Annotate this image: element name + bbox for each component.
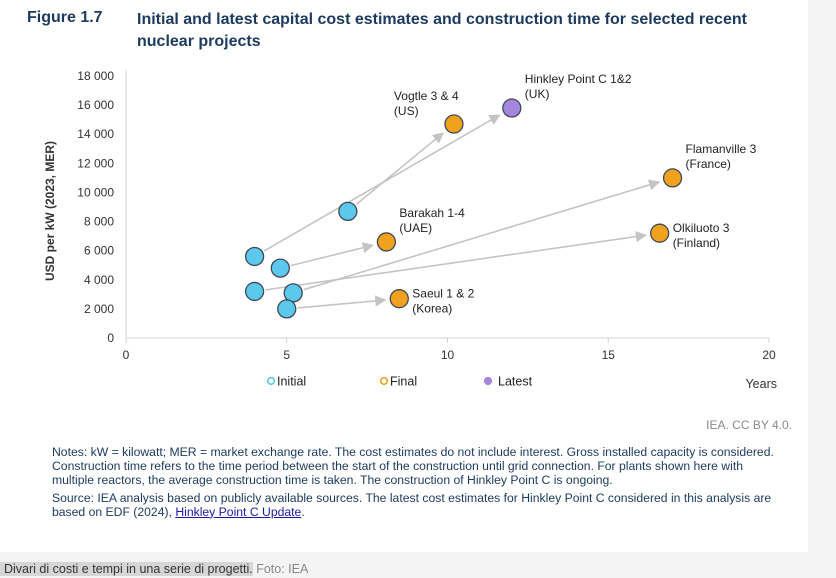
legend-marker-final (379, 376, 389, 386)
y-tick-label: 4 000 (84, 273, 114, 287)
initial-point (338, 201, 358, 222)
scatter-chart: 0 2 000 4 000 6 000 8 000 10 000 12 000 14 000 1… (43, 69, 777, 391)
caption-credit: Foto: IEA (256, 562, 309, 576)
point-label-line: Olkiluoto 3 (673, 221, 730, 235)
arrow-4 (265, 231, 647, 291)
legend-label: Final (390, 375, 417, 389)
initial-point (244, 246, 265, 267)
figure-number: Figure 1.7 (27, 9, 103, 26)
final-point (444, 114, 464, 134)
x-tick-label: 5 (283, 348, 290, 362)
arrow-1 (263, 114, 501, 252)
legend-marker-latest (483, 376, 493, 386)
figure-card: Figure 1.7 Initial and latest capital co… (0, 0, 808, 552)
point-label: Hinkley Point C 1&2 (UK) (525, 72, 632, 101)
point-label-line: Saeul 1 & 2 (412, 287, 474, 301)
caption-text: Divari di costi e tempi in una serie di … (0, 562, 253, 576)
x-tick-label: 15 (602, 348, 616, 362)
initial-point (244, 281, 265, 302)
legend-label: Latest (498, 375, 533, 389)
initial-point (283, 283, 303, 303)
figure-credit: IEA. CC BY 4.0. (706, 418, 792, 432)
point-label: Flamanville 3 (France) (686, 142, 757, 171)
point-label-line: (US) (394, 104, 419, 118)
x-tick-label: 0 (123, 348, 130, 362)
x-tick-label: 20 (762, 348, 776, 362)
initial-point (277, 299, 297, 319)
notes-text: Notes: kW = kilowatt; MER = market excha… (52, 445, 774, 488)
source-end: . (301, 504, 305, 519)
point-label: Saeul 1 & 2 (Korea) (412, 287, 474, 316)
arrow-2 (303, 179, 661, 291)
y-tick-label: 8 000 (84, 215, 114, 229)
point-label-line: Vogtle 3 & 4 (394, 89, 459, 103)
final-point (662, 168, 683, 188)
legend-marker-initial (266, 376, 276, 386)
source-text: Source: IEA analysis based on publicly a… (52, 491, 774, 519)
point-label: Olkiluoto 3 (Finland) (673, 221, 730, 250)
x-axis-title: Years (745, 377, 777, 391)
final-point (376, 232, 397, 252)
point-label-line: (UK) (525, 87, 550, 101)
final-point (389, 289, 409, 309)
initial-point (270, 258, 290, 278)
y-tick-label: 2 000 (84, 302, 114, 316)
point-label: Barakah 1-4 (UAE) (399, 206, 465, 235)
y-tick-label: 0 (107, 331, 114, 345)
arrow-3 (290, 242, 374, 267)
arrow-5 (297, 295, 387, 309)
y-axis-title: USD per kW (2023, MER) (43, 141, 57, 281)
y-tick-label: 12 000 (77, 156, 114, 170)
latest-point (502, 98, 522, 118)
final-point (650, 223, 670, 243)
y-tick-label: 6 000 (84, 244, 114, 258)
figure-notes: Notes: kW = kilowatt; MER = market excha… (52, 445, 774, 522)
y-tick-label: 10 000 (77, 185, 114, 199)
y-tick-label: 16 000 (77, 98, 114, 112)
point-label-line: (France) (686, 157, 731, 171)
x-tick-label: 10 (441, 348, 455, 362)
image-caption: Divari di costi e tempi in una serie di … (0, 560, 308, 578)
y-tick-label: 14 000 (77, 127, 114, 141)
source-prefix: Source: IEA analysis based on publicly a… (52, 490, 772, 519)
point-label-line: (Korea) (412, 302, 452, 316)
point-label: Vogtle 3 & 4 (US) (394, 89, 459, 118)
arrow-0 (355, 132, 444, 205)
point-label-line: Barakah 1-4 (399, 206, 465, 220)
point-label-line: Flamanville 3 (686, 142, 757, 156)
legend-label: Initial (277, 375, 306, 389)
y-tick-label: 18 000 (77, 69, 114, 83)
point-label-line: (UAE) (399, 221, 432, 235)
point-label-line: (Finland) (673, 236, 720, 250)
source-link[interactable]: Hinkley Point C Update (175, 504, 302, 519)
point-label-line: Hinkley Point C 1&2 (525, 72, 632, 86)
figure-title: Initial and latest capital cost estimate… (137, 11, 747, 50)
